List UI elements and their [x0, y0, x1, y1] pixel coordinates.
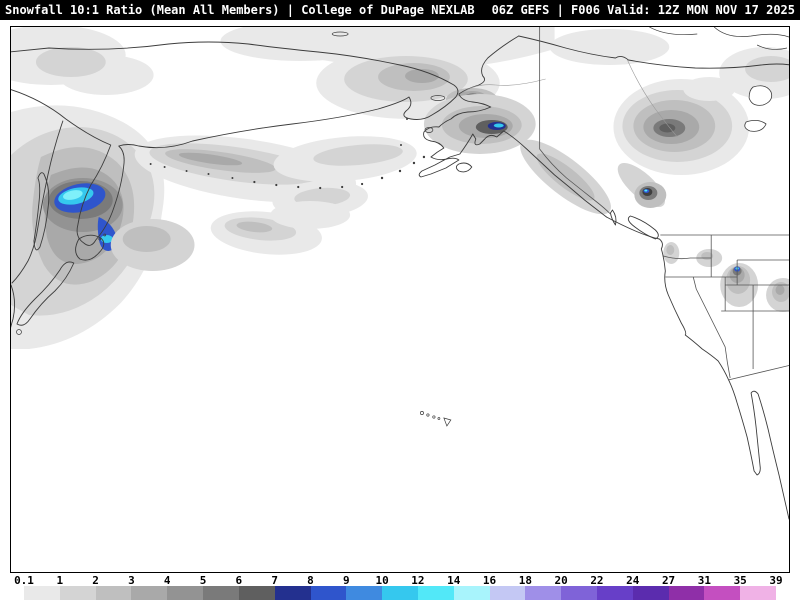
arctic-islands — [649, 27, 698, 36]
colorbar-segment — [632, 586, 669, 600]
title-bar: Snowfall 10:1 Ratio (Mean All Members) |… — [0, 0, 800, 20]
product-title: Snowfall 10:1 Ratio (Mean All Members) |… — [5, 3, 475, 17]
island-honshu — [16, 261, 75, 326]
colorbar-segment — [238, 586, 275, 600]
state-borders — [663, 235, 789, 379]
colorbar-tick-label: 12 — [411, 574, 425, 587]
colorbar-segment — [382, 586, 418, 600]
yukon-river — [461, 78, 546, 94]
island-sakhalin — [33, 172, 50, 251]
colorbar-tick-label: 4 — [163, 574, 171, 587]
coastline-okhotsk-west — [11, 120, 64, 284]
snow-region-alaska — [423, 94, 611, 215]
snow-region-nw-pacific-band — [134, 135, 417, 255]
pribilof-islands — [400, 144, 402, 146]
snow-region-yukon-bc — [613, 79, 750, 208]
great-slave-lake — [744, 120, 767, 132]
model-run-valid-time: 06Z GEFS | F006 Valid: 12Z MON NOV 17 20… — [491, 3, 795, 17]
colorbar-segment — [561, 586, 597, 600]
colorbar-segment — [95, 586, 132, 600]
colorbar-segments — [24, 586, 777, 600]
colorbar-tick-label: 39 — [769, 574, 783, 587]
aleutian-islands — [149, 155, 426, 190]
colorbar-segment — [525, 586, 562, 600]
great-bear-lake — [748, 85, 773, 106]
colorbar-segment — [167, 586, 204, 600]
colorbar-segment — [668, 586, 705, 600]
colorbar-segment — [310, 586, 347, 600]
coastline-alaska-arctic — [518, 35, 789, 69]
island-vancouver — [627, 215, 659, 240]
nunivak-island — [424, 127, 434, 133]
colorbar-segment — [346, 586, 383, 600]
coastline-alaska-west — [418, 35, 607, 218]
weather-map — [10, 26, 790, 573]
st-matthew-island — [405, 118, 408, 120]
coastline-siberia-kamchatka — [11, 41, 459, 246]
colorbar-tick-label: 22 — [590, 574, 604, 587]
colorbar-tick-label: 1 — [56, 574, 64, 587]
mackenzie-river — [627, 59, 678, 138]
colorbar-tick-label: 3 — [128, 574, 135, 587]
political-borders — [539, 27, 789, 381]
hawaiian-islands — [419, 411, 452, 427]
colorbar-tick-label: 31 — [697, 574, 711, 587]
colorbar-segment — [131, 586, 168, 600]
kuril-island — [98, 237, 102, 241]
colorbar-tick-label: 24 — [626, 574, 640, 587]
coastline-north-america-west — [606, 216, 789, 520]
border-us-mexico — [728, 365, 789, 381]
colorbar-tick-label: 8 — [307, 574, 314, 587]
colorbar-segment — [740, 586, 777, 600]
colorbar-segment — [597, 586, 633, 600]
colorbar-segment — [489, 586, 526, 600]
colorbar-tick-label: 5 — [199, 574, 207, 587]
snow-shading — [11, 27, 789, 349]
arctic-islands — [756, 44, 788, 50]
colorbar-tick-label: 16 — [482, 574, 497, 587]
colorbar-segment — [274, 586, 311, 600]
colorbar-ticks: 0.1 1 2 3 4 5 6 7 8 9 10 12 14 16 18 20 22 24 27 31 35 39 — [14, 574, 783, 587]
colorbar-segment — [203, 586, 239, 600]
colorbar-segment — [453, 586, 490, 600]
colorbar-tick-label: 10 — [375, 574, 389, 587]
colorbar-segment — [417, 586, 454, 600]
island-haida-gwaii — [610, 209, 617, 226]
wrangel-island — [331, 31, 349, 37]
colorbar-tick-label: 7 — [271, 574, 278, 587]
coastline-primorye — [11, 284, 16, 328]
arctic-islands — [713, 27, 789, 38]
border-alaska-canada — [539, 27, 611, 215]
island-kyushu — [16, 329, 22, 335]
snow-region-kamchatka — [11, 105, 195, 349]
coastlines — [11, 27, 789, 520]
island-hokkaido — [75, 234, 105, 261]
map-canvas — [11, 27, 789, 520]
colorbar-tick-label: 35 — [733, 574, 747, 587]
colorbar-segment — [59, 586, 96, 600]
colorbar-tick-label: 14 — [447, 574, 461, 587]
colorbar-segment — [24, 586, 60, 600]
colorbar-tick-label: 27 — [661, 574, 676, 587]
colorbar-tick-label: 18 — [518, 574, 532, 587]
st-lawrence-island — [430, 95, 446, 101]
colorbar-tick-label: 9 — [342, 574, 350, 587]
colorbar-tick-label: 2 — [92, 574, 99, 587]
colorbar-segment — [704, 586, 741, 600]
kuril-island — [103, 233, 107, 237]
colorbar-tick-label: 6 — [235, 574, 243, 587]
colorbar-tick-label: 0.1 — [14, 574, 34, 587]
colorbar-tick-label: 20 — [554, 574, 568, 587]
island-kodiak — [455, 162, 473, 173]
